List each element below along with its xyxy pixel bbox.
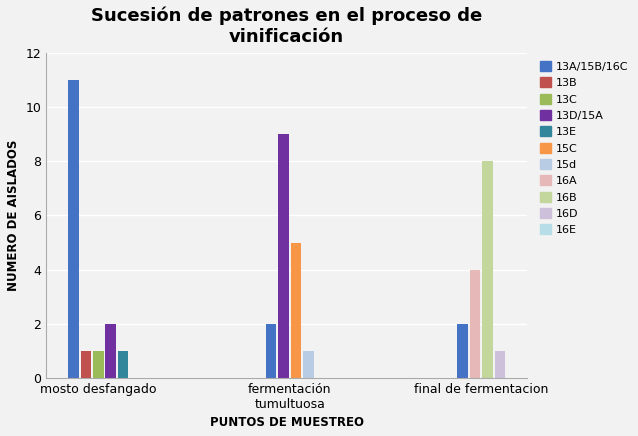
- Bar: [494, 351, 505, 378]
- Bar: [470, 269, 480, 378]
- Bar: [93, 351, 103, 378]
- Bar: [457, 324, 468, 378]
- Title: Sucesión de patrones en el proceso de
vinificación: Sucesión de patrones en el proceso de vi…: [91, 7, 482, 46]
- Bar: [291, 242, 301, 378]
- Bar: [278, 134, 289, 378]
- Bar: [303, 351, 314, 378]
- Bar: [118, 351, 128, 378]
- Bar: [68, 80, 78, 378]
- Y-axis label: NUMERO DE AISLADOS: NUMERO DE AISLADOS: [7, 140, 20, 291]
- Bar: [105, 324, 116, 378]
- Legend: 13A/15B/16C, 13B, 13C, 13D/15A, 13E, 15C, 15d, 16A, 16B, 16D, 16E: 13A/15B/16C, 13B, 13C, 13D/15A, 13E, 15C…: [537, 59, 631, 238]
- X-axis label: PUNTOS DE MUESTREO: PUNTOS DE MUESTREO: [210, 416, 364, 429]
- Bar: [266, 324, 276, 378]
- Bar: [482, 161, 493, 378]
- Bar: [80, 351, 91, 378]
